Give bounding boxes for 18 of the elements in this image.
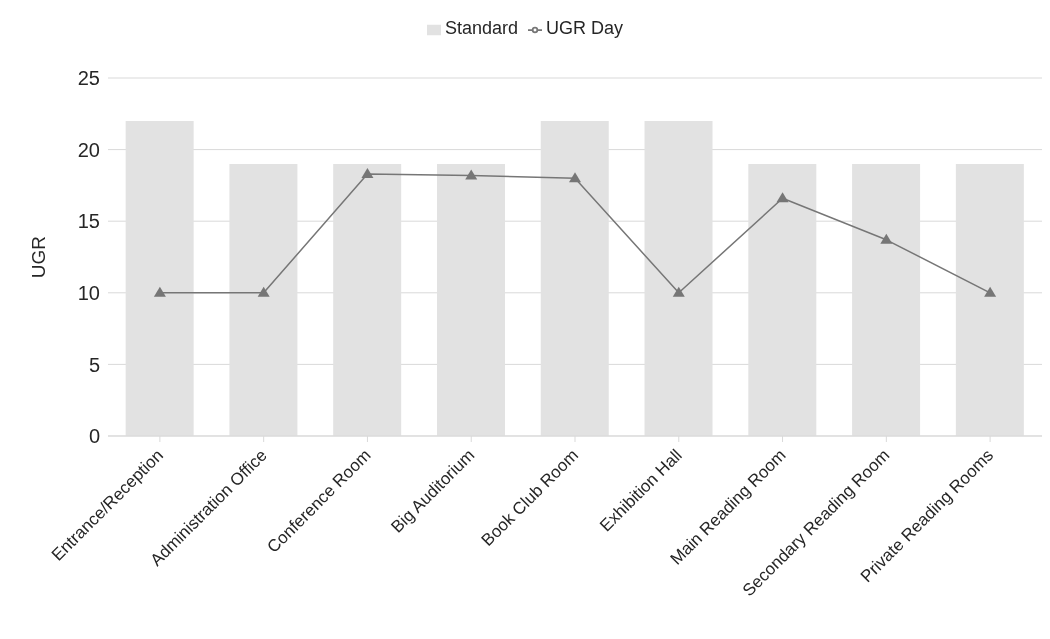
- point: [776, 192, 789, 203]
- point: [257, 286, 270, 297]
- y-tick-label: 25: [77, 67, 100, 90]
- y-tick-label: 10: [77, 281, 100, 304]
- y-tick-label: 0: [88, 425, 100, 448]
- point: [672, 286, 685, 297]
- y-axis-title: UGR: [27, 235, 49, 279]
- point: [569, 172, 581, 183]
- point: [984, 286, 997, 297]
- y-tick-label: 15: [77, 210, 100, 233]
- y-tick-label: 20: [77, 138, 100, 161]
- point: [880, 233, 893, 244]
- point: [465, 169, 478, 180]
- point: [361, 167, 374, 178]
- point: [153, 286, 166, 297]
- legend-label: Standard: [444, 18, 519, 38]
- legend-label: UGR Day: [546, 18, 624, 38]
- y-tick-label: 5: [88, 353, 100, 376]
